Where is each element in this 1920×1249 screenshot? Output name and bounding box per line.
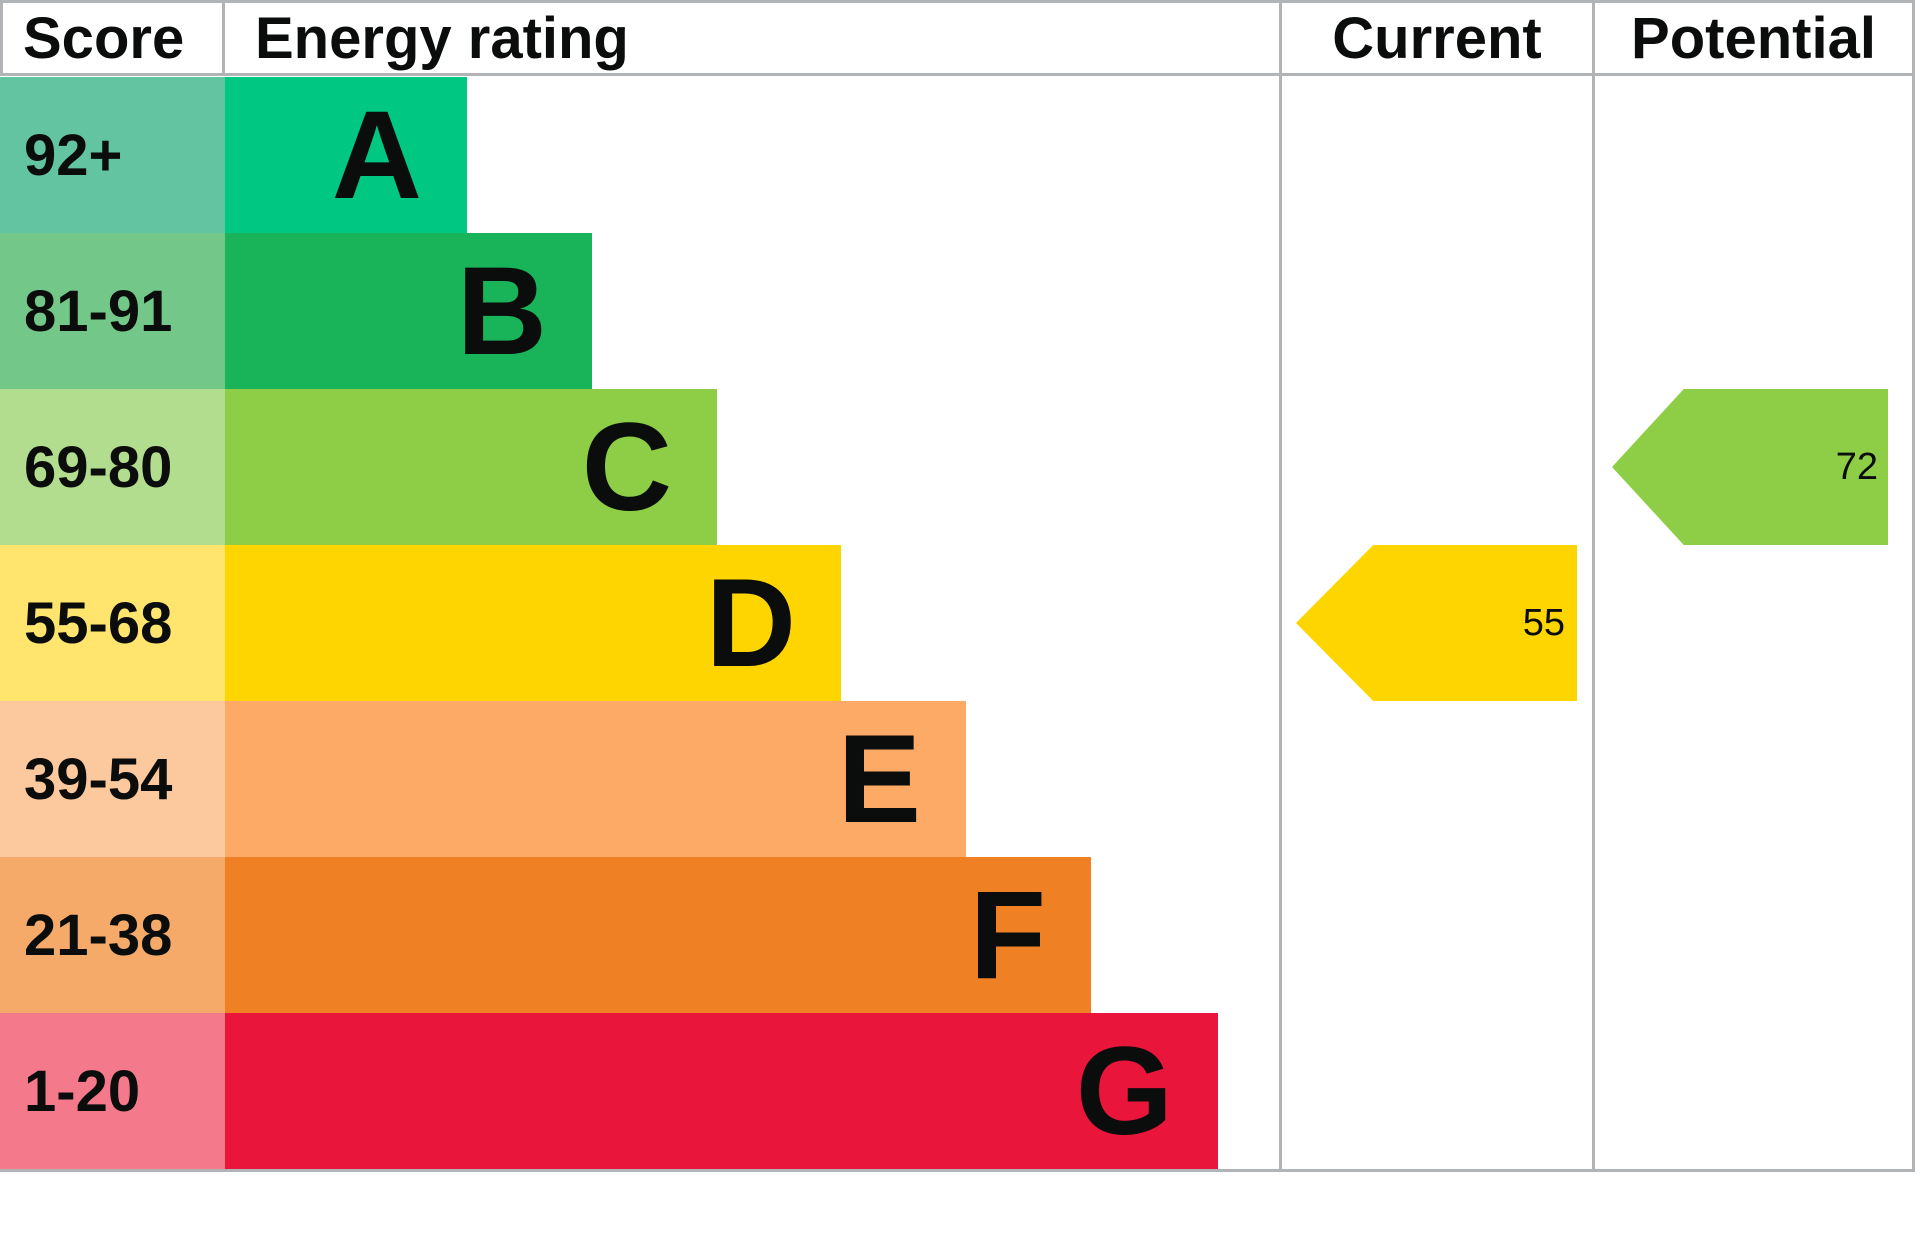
band-row: 1-20 G	[0, 1013, 1279, 1169]
band-letter-bar: F	[225, 857, 1091, 1013]
band-row: 69-80 C	[0, 389, 1279, 545]
potential-column-header: Potential	[1595, 3, 1912, 73]
potential-rating-value: 72	[1835, 445, 1878, 488]
band-score-range: 1-20	[0, 1013, 225, 1169]
band-score-range: 39-54	[0, 701, 225, 857]
band-letter-bar: E	[225, 701, 966, 857]
chart-bottom-border	[0, 1169, 1915, 1172]
energy-rating-column-header: Energy rating	[225, 3, 1279, 73]
band-row: 92+ A	[0, 77, 1279, 233]
band-row: 55-68 D	[0, 545, 1279, 701]
score-column-header: Score	[3, 3, 222, 73]
current-column-left-border	[1279, 0, 1282, 1172]
current-rating-value: 55	[1522, 601, 1565, 644]
band-row: 81-91 B	[0, 233, 1279, 389]
header-bottom-border	[0, 73, 1915, 76]
rating-bands: 92+ A 81-91 B 69-80 C 55-68 D 39-54 E 21…	[0, 77, 1279, 1169]
score-header-left-border	[0, 0, 3, 76]
potential-column-right-border	[1912, 0, 1915, 1172]
table-top-border	[0, 0, 1915, 3]
band-letter-bar: D	[225, 545, 841, 701]
potential-rating-arrow: 72	[1612, 389, 1888, 545]
band-score-range: 81-91	[0, 233, 225, 389]
band-letter-bar: C	[225, 389, 717, 545]
score-header-right-border	[222, 0, 225, 76]
band-score-range: 21-38	[0, 857, 225, 1013]
band-row: 21-38 F	[0, 857, 1279, 1013]
current-column-header: Current	[1282, 3, 1592, 73]
current-rating-arrow: 55	[1296, 545, 1577, 701]
band-score-range: 69-80	[0, 389, 225, 545]
potential-column-left-border	[1592, 0, 1595, 1172]
band-letter-bar: B	[225, 233, 592, 389]
band-letter-bar: G	[225, 1013, 1218, 1169]
band-letter-bar: A	[225, 77, 467, 233]
band-row: 39-54 E	[0, 701, 1279, 857]
band-score-range: 55-68	[0, 545, 225, 701]
band-score-range: 92+	[0, 77, 225, 233]
